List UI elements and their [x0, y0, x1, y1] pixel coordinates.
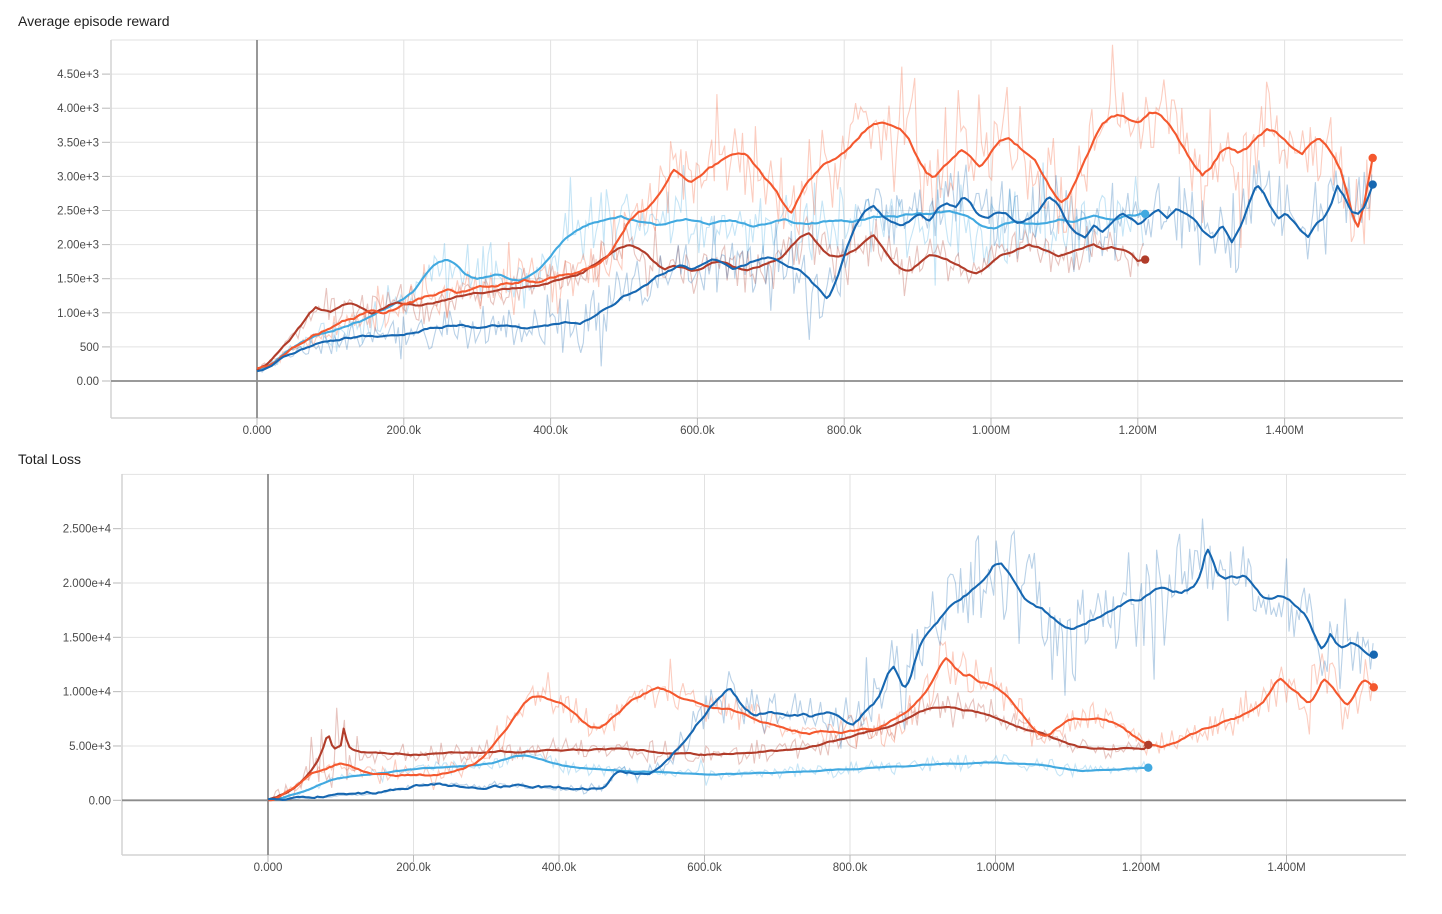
chart-total-loss[interactable]: 2.500e+4 2.000e+4 1.500e+4 1.000e+4 5.00e+3 0… [63, 473, 1406, 874]
y-tick-label: 2.50e+3 [57, 206, 99, 218]
x-tick-label: 1.000M [972, 425, 1010, 437]
y-tick-label: 2.000e+4 [63, 578, 112, 590]
series-smoothed-dark-red [267, 705, 1150, 801]
y-tick-label: 5.00e+3 [69, 741, 111, 753]
y-tick-label: 2.500e+4 [63, 524, 112, 536]
series-smoothed-orange [256, 111, 1374, 370]
x-tick-label: 400.0k [542, 862, 577, 874]
series-smoothed-light-blue [256, 210, 1146, 371]
x-tick-label: 800.0k [827, 425, 862, 437]
series-raw-dark-blue [268, 518, 1374, 801]
x-tick-label: 600.0k [687, 862, 722, 874]
y-tick-label: 0.00 [89, 795, 111, 807]
series-smoothed-light-blue [267, 754, 1149, 801]
y-tick-label: 3.00e+3 [57, 171, 99, 183]
x-tick-label: 400.0k [533, 425, 568, 437]
x-tick-label: 600.0k [680, 425, 715, 437]
chart-average-episode-reward[interactable]: 4.50e+3 4.00e+3 3.50e+3 3.00e+3 2.50e+3 2.00e… [57, 39, 1403, 437]
x-tick-label: 1.200M [1119, 425, 1157, 437]
x-tick-label: 1.400M [1265, 425, 1303, 437]
endpoint-dot-light-blue [1140, 209, 1150, 219]
series-raw-dark-red [267, 692, 1147, 801]
y-tick-label: 1.50e+3 [57, 274, 99, 286]
y-tick-label: 3.50e+3 [57, 137, 99, 149]
y-tick-label: 0.00 [77, 376, 99, 388]
series-smoothed-dark-blue [267, 548, 1375, 802]
y-tick-label: 2.00e+3 [57, 240, 99, 252]
y-tick-label: 1.00e+3 [57, 308, 99, 320]
y-tick-label: 1.500e+4 [63, 632, 112, 644]
endpoint-dot-dark-blue [1368, 180, 1377, 189]
y-tick-label: 4.00e+3 [57, 103, 99, 115]
x-tick-label: 1.200M [1122, 862, 1160, 874]
x-tick-label: 0.000 [243, 425, 272, 437]
x-tick-label: 1.400M [1267, 862, 1305, 874]
y-tick-label: 4.50e+3 [57, 69, 99, 81]
endpoint-dot-dark-red [1140, 255, 1150, 264]
endpoint-dot-light-blue [1144, 763, 1153, 772]
endpoint-dot-dark-blue [1369, 650, 1379, 659]
series-smoothed-orange [268, 657, 1375, 802]
x-tick-label: 800.0k [833, 862, 868, 874]
y-tick-label: 500 [80, 342, 99, 354]
x-tick-label: 200.0k [396, 862, 431, 874]
series-raw-orange [267, 640, 1374, 800]
endpoint-dot-dark-red [1144, 740, 1153, 750]
chart-title-average-episode-reward: Average episode reward [18, 13, 170, 29]
series-raw-orange [256, 44, 1373, 373]
chart-title-total-loss: Total Loss [18, 451, 82, 467]
series-smoothed-dark-blue [256, 183, 1374, 373]
x-tick-label: 1.000M [976, 862, 1014, 874]
x-tick-label: 200.0k [387, 425, 422, 437]
endpoint-dot-orange [1369, 683, 1379, 692]
y-tick-label: 1.000e+4 [63, 687, 112, 699]
x-tick-label: 0.000 [254, 862, 283, 874]
endpoint-dot-orange [1368, 153, 1377, 163]
